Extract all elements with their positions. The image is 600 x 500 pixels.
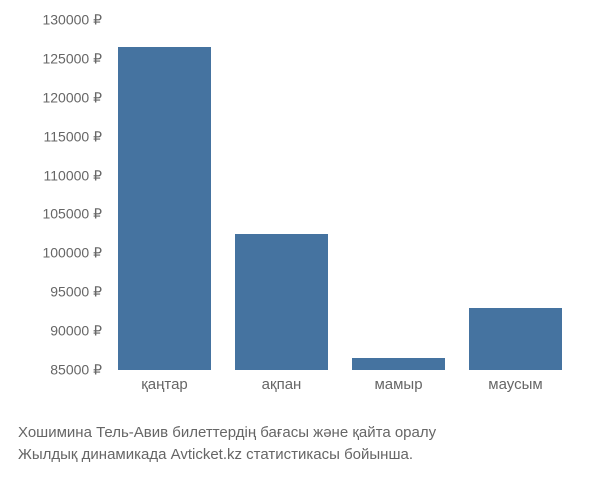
x-tick-label: маусым xyxy=(469,370,562,400)
bar xyxy=(469,308,562,370)
x-tick-label: ақпан xyxy=(235,370,328,400)
y-tick-label: 85000 ₽ xyxy=(50,362,102,379)
y-axis: 85000 ₽90000 ₽95000 ₽100000 ₽105000 ₽110… xyxy=(18,20,108,370)
x-axis-labels: қаңтар ақпан мамыр маусым xyxy=(108,370,572,400)
caption-line-1: Хошимина Тель-Авив билеттердің бағасы жә… xyxy=(18,422,582,444)
bar xyxy=(118,47,211,370)
y-tick-label: 95000 ₽ xyxy=(50,284,102,301)
chart-caption: Хошимина Тель-Авив билеттердің бағасы жә… xyxy=(18,422,582,466)
plot-region: 85000 ₽ 90000 ₽ 95000 ₽ 100000 ₽ 105000 ₽ 110… xyxy=(18,20,582,400)
y-tick-label: 120000 ₽ xyxy=(42,89,102,106)
caption-line-2: Жылдық динамикада Avticket.kz статистика… xyxy=(18,444,582,466)
x-tick-label: мамыр xyxy=(352,370,445,400)
y-tick-label: 125000 ₽ xyxy=(42,50,102,67)
bars-group xyxy=(108,20,572,370)
y-tick-label: 100000 ₽ xyxy=(42,245,102,262)
x-tick-label: қаңтар xyxy=(118,370,211,400)
y-tick-label: 90000 ₽ xyxy=(50,323,102,340)
bar xyxy=(352,358,445,370)
y-tick-label: 115000 ₽ xyxy=(44,128,102,145)
chart-container: 85000 ₽ 90000 ₽ 95000 ₽ 100000 ₽ 105000 ₽ 110… xyxy=(0,0,600,500)
bar xyxy=(235,234,328,370)
plot-area xyxy=(108,20,572,370)
y-tick-label: 130000 ₽ xyxy=(42,12,102,29)
y-tick-label: 105000 ₽ xyxy=(42,206,102,223)
y-tick-label: 110000 ₽ xyxy=(44,167,102,184)
